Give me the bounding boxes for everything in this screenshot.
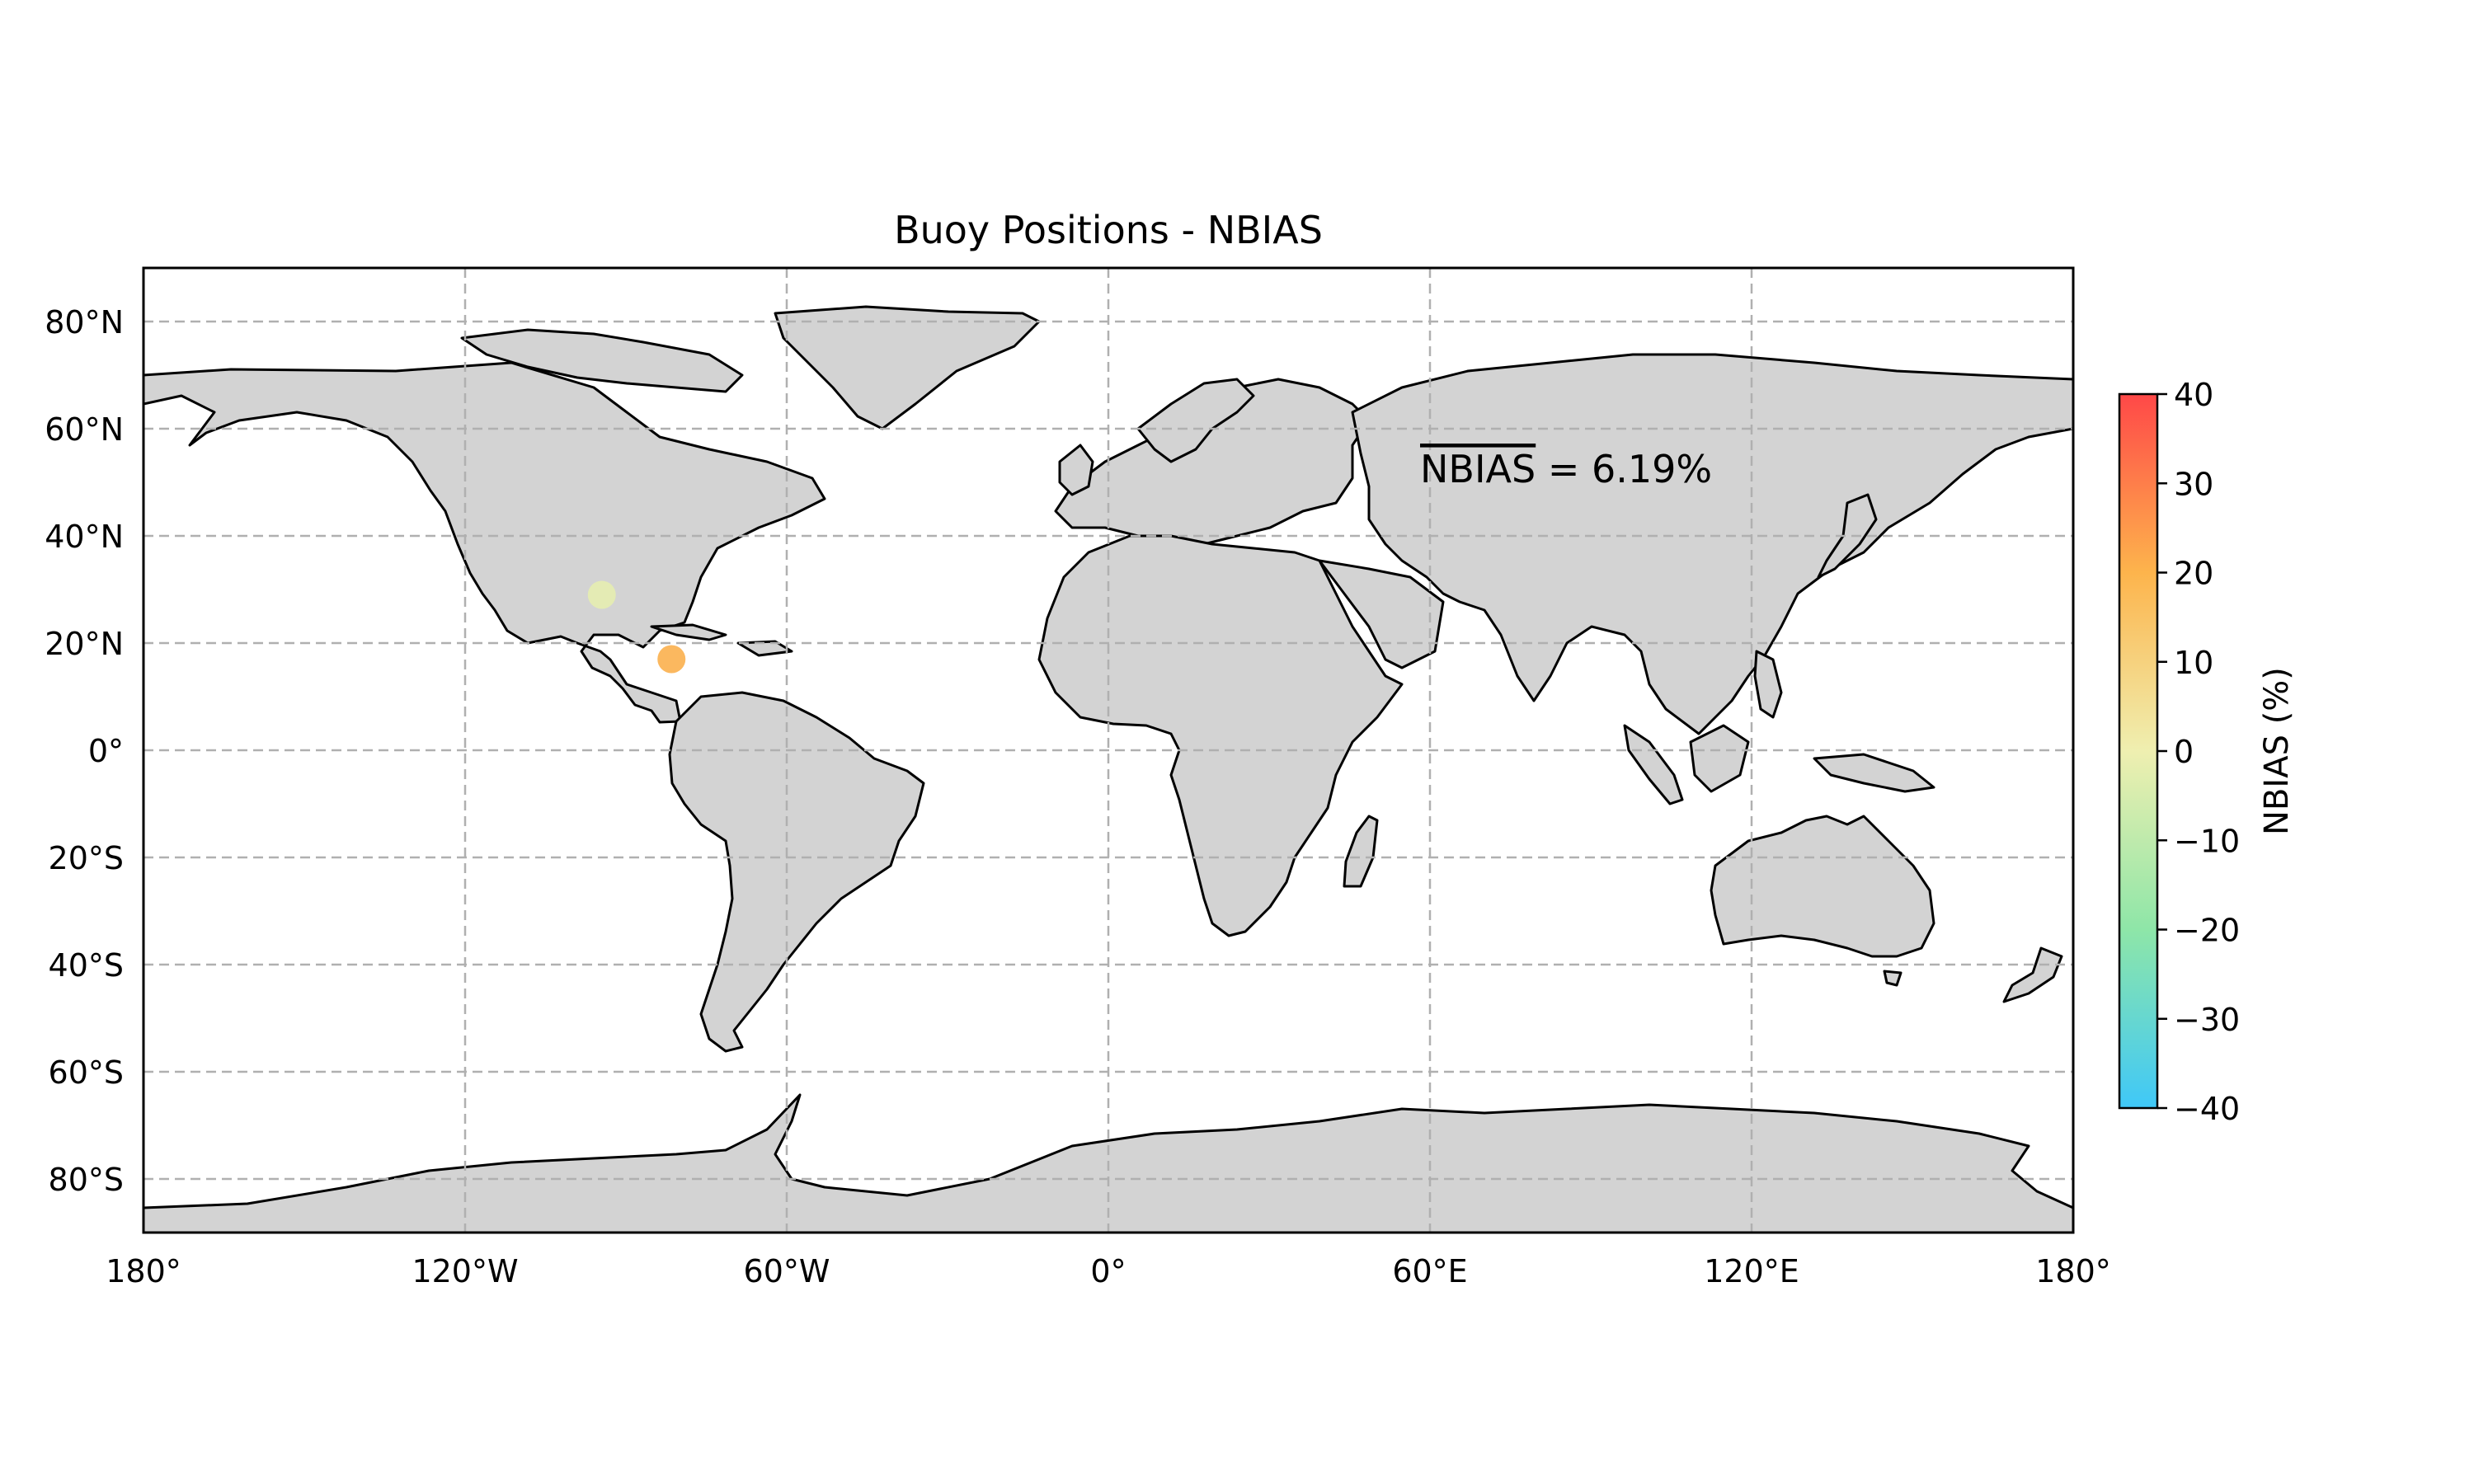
philippines-islands	[1753, 650, 1783, 719]
mean-nbias-annotation: NBIAS = 6.19%	[1420, 447, 1712, 491]
colorbar-tick-label: −40	[2174, 1091, 2240, 1127]
colorbar-tick-label: 0	[2174, 734, 2194, 770]
sumatra-island	[1623, 724, 1684, 805]
tasmania-island	[1883, 970, 1903, 987]
longitude-tick-labels: 180° 120°W 60°W 0° 60°E 120°E 180°	[106, 1253, 2111, 1289]
british-isles	[1058, 444, 1094, 496]
longitude-tick-label: 60°W	[744, 1253, 830, 1289]
arctic-islands	[460, 328, 744, 393]
buoy-markers	[587, 580, 686, 674]
japan-islands	[1817, 493, 1878, 579]
arabian-peninsula	[1318, 559, 1445, 669]
madagascar-island	[1343, 815, 1379, 888]
buoy-marker	[587, 580, 616, 609]
colorbar: 40 30 20 10 0 −10 −20 −30 −40 NBIAS (%)	[2118, 377, 2296, 1127]
latitude-tick-label: 60°S	[49, 1054, 124, 1091]
australia-landmass	[1710, 815, 1935, 958]
latitude-tick-labels: 80°N 60°N 40°N 20°N 0° 20°S 40°S 60°S 80°S	[45, 304, 124, 1198]
new-zealand-islands	[2002, 946, 2063, 1003]
asia-landmass	[1351, 353, 2073, 735]
longitude-tick-label: 180°	[2035, 1253, 2111, 1289]
latitude-tick-label: 80°S	[49, 1162, 124, 1198]
colorbar-tick-label: 40	[2174, 377, 2213, 413]
mean-nbias-value: = 6.19%	[1536, 447, 1712, 491]
colorbar-label: NBIAS (%)	[2258, 667, 2296, 835]
latitude-tick-label: 20°N	[45, 626, 124, 662]
latitude-tick-label: 60°N	[45, 411, 124, 448]
hispaniola-island	[736, 640, 793, 657]
land-layer	[143, 305, 2073, 1233]
latitude-tick-label: 40°N	[45, 519, 124, 555]
latitude-tick-label: 20°S	[49, 840, 124, 876]
colorbar-tick-label: −30	[2174, 1002, 2240, 1038]
colorbar-tick-label: −20	[2174, 913, 2240, 949]
north-america-landmass	[143, 361, 826, 724]
map-title: Buoy Positions - NBIAS	[894, 208, 1323, 252]
graticule	[143, 268, 2073, 1233]
latitude-tick-label: 0°	[88, 733, 124, 769]
latitude-tick-label: 80°N	[45, 304, 124, 340]
cuba-island	[650, 623, 727, 641]
longitude-tick-label: 60°E	[1392, 1253, 1467, 1289]
longitude-tick-label: 120°W	[412, 1253, 518, 1289]
colorbar-tick-label: −10	[2174, 823, 2240, 859]
colorbar-tick-label: 20	[2174, 556, 2213, 592]
longitude-tick-label: 120°E	[1704, 1253, 1799, 1289]
latitude-tick-label: 40°S	[49, 947, 124, 984]
map-frame	[142, 266, 2075, 1234]
colorbar-tick-label: 30	[2174, 466, 2213, 502]
scandinavia-landmass	[1136, 378, 1255, 463]
colorbar-tick-label: 10	[2174, 645, 2213, 681]
colorbar-gradient	[2118, 392, 2159, 1110]
longitude-tick-label: 0°	[1090, 1253, 1126, 1289]
africa-landmass	[1037, 534, 1404, 937]
longitude-tick-label: 180°	[106, 1253, 181, 1289]
buoy-marker	[657, 645, 686, 674]
mean-nbias-label: NBIAS	[1420, 447, 1536, 491]
new-guinea-island	[1813, 753, 1935, 793]
borneo-island	[1689, 724, 1750, 793]
colorbar-ticks: 40 30 20 10 0 −10 −20 −30 −40	[2157, 377, 2240, 1127]
greenland-landmass	[774, 305, 1041, 430]
